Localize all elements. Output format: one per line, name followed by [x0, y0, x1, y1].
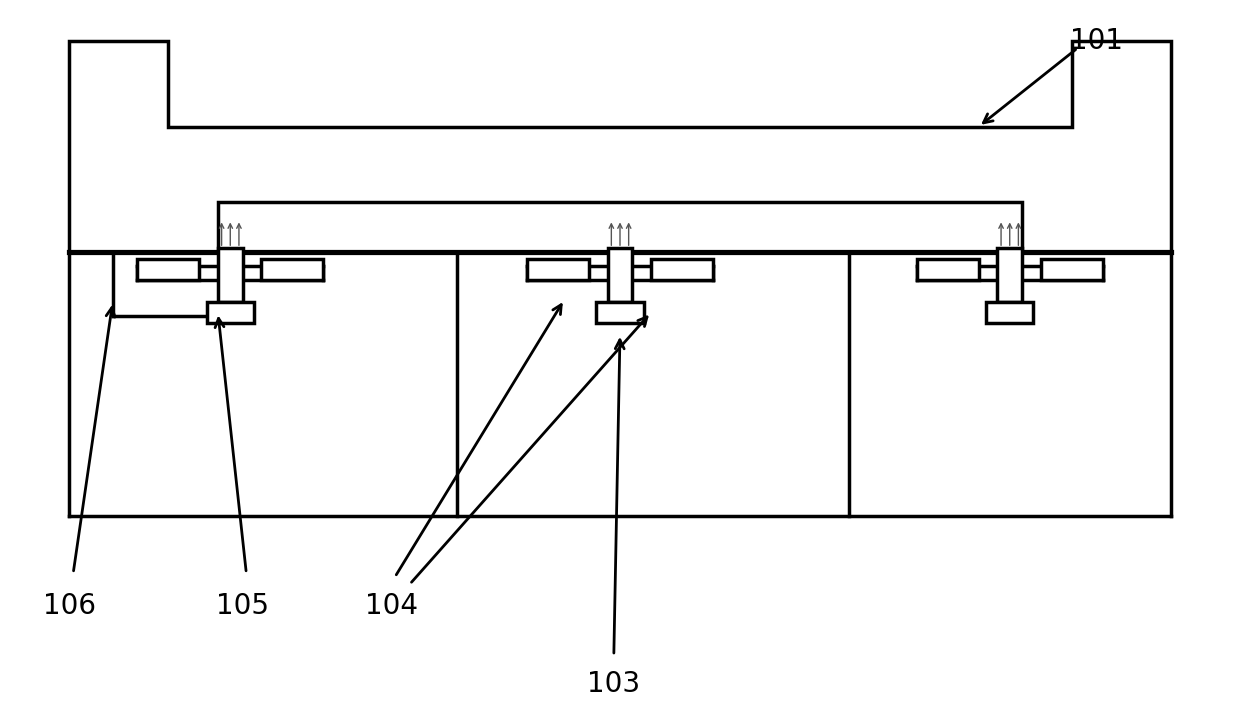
- Text: 106: 106: [43, 592, 95, 620]
- Bar: [997, 248, 1022, 302]
- Bar: [527, 259, 589, 280]
- Bar: [138, 259, 200, 280]
- Text: 104: 104: [365, 592, 418, 620]
- Polygon shape: [69, 41, 1171, 252]
- Bar: [986, 302, 1033, 323]
- Bar: [218, 248, 243, 302]
- Bar: [608, 248, 632, 302]
- Bar: [1040, 259, 1102, 280]
- Bar: [651, 259, 713, 280]
- Text: 101: 101: [1070, 27, 1123, 55]
- Bar: [207, 302, 254, 323]
- Bar: [916, 259, 978, 280]
- Text: 103: 103: [588, 671, 640, 699]
- Text: 105: 105: [216, 592, 269, 620]
- Bar: [596, 302, 644, 323]
- Bar: [262, 259, 324, 280]
